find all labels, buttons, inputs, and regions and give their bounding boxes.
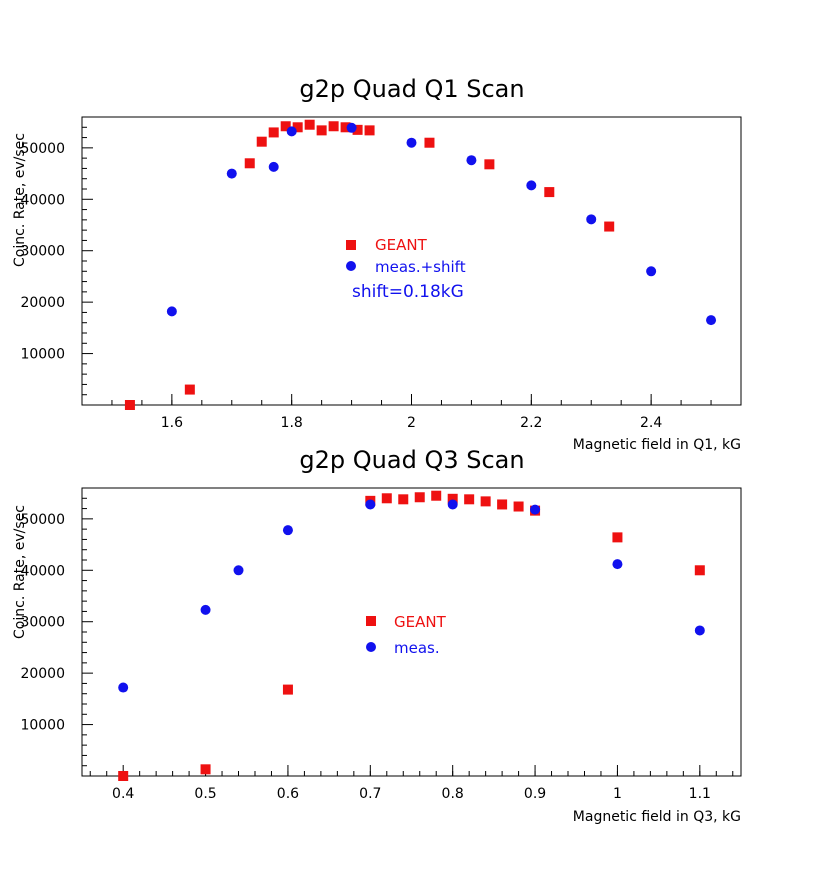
legend: GEANT meas.+shift shift=0.18kG: [346, 236, 466, 302]
x-tick-label: 0.8: [442, 786, 464, 802]
x-tick-label: 1: [613, 786, 622, 802]
meas-point: [694, 625, 705, 636]
meas-point: [612, 559, 623, 570]
meas-point: [586, 214, 597, 225]
x-tick-label: 0.9: [524, 786, 546, 802]
geant-point: [340, 122, 351, 133]
legend-marker-meas: [366, 642, 376, 652]
chart-title: g2p Quad Q1 Scan: [299, 75, 524, 103]
meas-point: [282, 525, 293, 536]
x-tick-label: 1.6: [161, 415, 183, 431]
geant-point: [480, 496, 491, 507]
legend-marker-geant: [366, 616, 376, 626]
meas-point: [646, 266, 657, 277]
y-tick-label: 50000: [20, 512, 65, 528]
y-tick-label: 30000: [20, 244, 65, 260]
geant-point: [612, 532, 623, 543]
geant-point: [544, 187, 555, 198]
geant-point: [398, 494, 409, 505]
geant-point: [352, 124, 363, 135]
x-tick-label: 2.4: [640, 415, 662, 431]
x-axis-label: Magnetic field in Q3, kG: [573, 809, 741, 825]
x-tick-label: 0.4: [112, 786, 134, 802]
geant-point: [292, 122, 303, 133]
geant-point: [497, 499, 508, 510]
geant-point: [414, 492, 425, 503]
y-tick-label: 10000: [20, 718, 65, 734]
x-tick-label: 1.1: [689, 786, 711, 802]
geant-point: [381, 493, 392, 504]
legend: GEANT meas.: [366, 613, 447, 657]
geant-point: [513, 501, 524, 512]
meas-point: [286, 126, 297, 137]
geant-point: [256, 136, 267, 147]
y-tick-label: 40000: [20, 563, 65, 579]
geant-point: [184, 384, 195, 395]
meas-point: [233, 565, 244, 576]
plot-frame: [81, 487, 742, 777]
legend-label-geant: GEANT: [394, 613, 447, 631]
geant-point: [424, 137, 435, 148]
shift-annotation: shift=0.18kG: [352, 282, 464, 302]
y-axis-label: Coinс. Rate, ev/sec: [12, 505, 28, 639]
geant-point: [604, 221, 615, 232]
data-marks: [118, 490, 705, 781]
meas-point: [706, 315, 717, 326]
meas-point: [200, 604, 211, 615]
chart-title: g2p Quad Q3 Scan: [299, 446, 524, 474]
x-axis-label: Magnetic field in Q1, kG: [573, 437, 741, 453]
y-tick-label: 20000: [20, 666, 65, 682]
meas-point: [346, 122, 357, 133]
geant-point: [431, 490, 442, 501]
y-tick-label: 30000: [20, 615, 65, 631]
geant-point: [328, 121, 339, 132]
y-tick-label: 50000: [20, 141, 65, 157]
geant-point: [484, 159, 495, 170]
chart-panel-q1: g2p Quad Q1 Scan 1.6 1.8 2 2.2 2.4 10000 20000…: [12, 75, 742, 453]
y-axis-label: Coinс. Rate, ev/sec: [12, 133, 28, 267]
x-tick-label: 1.8: [281, 415, 303, 431]
geant-point: [280, 121, 291, 132]
geant-point: [304, 119, 315, 130]
axis-ticks: 0.4 0.5 0.6 0.7 0.8 0.9 1 1.1 10000 20000 30000 400…: [20, 497, 734, 802]
y-tick-label: 20000: [20, 295, 65, 311]
legend-label-meas: meas.: [394, 639, 440, 657]
meas-point: [406, 137, 417, 148]
x-tick-label: 0.6: [277, 786, 299, 802]
x-tick-label: 2.2: [520, 415, 542, 431]
legend-marker-meas: [346, 261, 356, 271]
meas-point: [226, 168, 237, 179]
y-tick-label: 40000: [20, 192, 65, 208]
chart-panel-q3: g2p Quad Q3 Scan 0.4 0.5 0.6 0.7 0.8 0.9 1 1.1 1…: [12, 446, 742, 825]
axis-ticks: 1.6 1.8 2 2.2 2.4 10000 20000 30000 40000 50000: [20, 126, 742, 431]
geant-point: [316, 125, 327, 136]
geant-point: [694, 565, 705, 576]
geant-point: [364, 125, 375, 136]
legend-marker-geant: [346, 240, 356, 250]
legend-label-geant: GEANT: [375, 236, 428, 254]
geant-point: [244, 158, 255, 169]
meas-point: [118, 682, 129, 693]
data-marks: [124, 119, 717, 410]
y-tick-label: 10000: [20, 347, 65, 363]
meas-point: [365, 499, 376, 510]
meas-point: [447, 499, 458, 510]
x-tick-label: 2: [407, 415, 416, 431]
legend-label-meas: meas.+shift: [375, 258, 466, 276]
meas-point: [466, 155, 477, 166]
meas-point: [530, 504, 541, 515]
geant-point: [118, 771, 129, 781]
geant-point: [124, 400, 135, 410]
meas-point: [526, 180, 537, 191]
meas-point: [268, 161, 279, 172]
x-tick-label: 0.5: [194, 786, 216, 802]
geant-point: [447, 493, 458, 504]
geant-point: [200, 764, 211, 775]
geant-point: [268, 127, 279, 138]
geant-point: [282, 684, 293, 695]
geant-point: [464, 494, 475, 505]
x-tick-label: 0.7: [359, 786, 381, 802]
meas-point: [166, 306, 177, 317]
